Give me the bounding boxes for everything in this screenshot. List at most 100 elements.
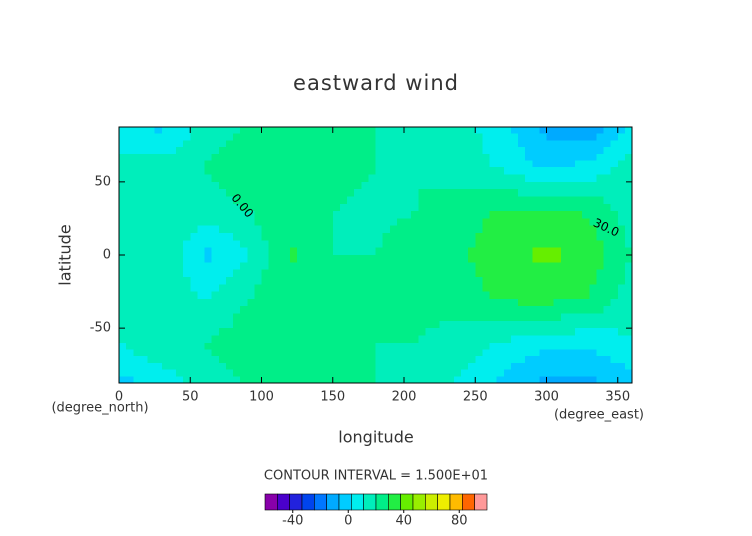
contour-cell bbox=[297, 133, 305, 142]
contour-cell bbox=[247, 247, 255, 256]
contour-cell bbox=[368, 189, 377, 198]
contour-cell bbox=[154, 240, 163, 249]
contour-cell bbox=[161, 255, 170, 263]
contour-cell bbox=[247, 291, 255, 300]
contour-cell bbox=[247, 189, 255, 198]
contour-cell bbox=[218, 376, 227, 384]
contour-cell bbox=[297, 306, 305, 315]
contour-cell bbox=[418, 133, 426, 142]
contour-cell bbox=[133, 174, 141, 183]
contour-cell bbox=[176, 127, 184, 135]
contour-cell bbox=[176, 356, 184, 364]
contour-cell bbox=[382, 133, 391, 142]
contour-cell bbox=[425, 189, 434, 198]
contour-cell bbox=[126, 335, 134, 344]
contour-cell bbox=[240, 147, 248, 155]
contour-cell bbox=[446, 133, 455, 142]
contour-cell bbox=[126, 255, 134, 263]
contour-cell bbox=[261, 160, 270, 168]
contour-cell bbox=[624, 247, 633, 256]
contour-cell bbox=[425, 240, 434, 249]
contour-cell bbox=[468, 255, 476, 263]
contour-cell bbox=[147, 140, 156, 148]
contour-cell bbox=[240, 313, 248, 322]
contour-cell bbox=[396, 262, 405, 271]
contour-cell bbox=[247, 203, 255, 212]
contour-cell bbox=[275, 147, 284, 155]
contour-cell bbox=[247, 160, 255, 168]
contour-cell bbox=[247, 211, 255, 220]
contour-cell bbox=[418, 247, 426, 256]
contour-cell bbox=[510, 174, 519, 183]
contour-cell bbox=[368, 160, 377, 168]
contour-cell bbox=[539, 276, 548, 285]
contour-cell bbox=[183, 174, 191, 183]
contour-cell bbox=[254, 349, 263, 357]
contour-cell bbox=[233, 211, 241, 220]
contour-cell bbox=[361, 240, 369, 249]
contour-cell bbox=[361, 320, 369, 329]
contour-cell bbox=[439, 203, 448, 212]
contour-cell bbox=[254, 284, 263, 293]
contour-cell bbox=[119, 153, 127, 162]
contour-cell bbox=[247, 320, 255, 329]
contour-cell bbox=[233, 255, 241, 263]
contour-cell bbox=[154, 225, 163, 234]
contour-cell bbox=[318, 189, 327, 198]
contour-cell bbox=[582, 284, 590, 293]
contour-cell bbox=[461, 203, 469, 212]
x-tick-label: 150 bbox=[320, 390, 345, 405]
contour-cell bbox=[233, 284, 241, 293]
contour-cell bbox=[382, 240, 391, 249]
contour-cell bbox=[525, 153, 533, 162]
contour-cell bbox=[211, 225, 220, 234]
contour-cell bbox=[140, 133, 149, 142]
contour-cell bbox=[240, 233, 248, 241]
contour-cell bbox=[339, 306, 348, 315]
contour-cell bbox=[489, 369, 498, 377]
contour-cell bbox=[282, 320, 291, 329]
contour-cell bbox=[119, 247, 127, 256]
contour-cell bbox=[325, 160, 334, 168]
contour-cell bbox=[218, 167, 227, 176]
contour-cell bbox=[240, 181, 248, 190]
contour-cell bbox=[396, 276, 405, 285]
contour-cell bbox=[183, 376, 191, 384]
contour-cell bbox=[432, 233, 441, 241]
contour-cell bbox=[161, 269, 170, 278]
contour-cell bbox=[154, 196, 163, 205]
contour-cell bbox=[282, 342, 291, 351]
contour-cell bbox=[161, 133, 170, 142]
contour-cell bbox=[211, 127, 220, 135]
contour-cell bbox=[247, 255, 255, 263]
contour-cell bbox=[532, 247, 540, 256]
contour-cell bbox=[596, 147, 605, 155]
contour-cell bbox=[475, 160, 483, 168]
contour-cell bbox=[347, 349, 355, 357]
contour-cell bbox=[190, 342, 198, 351]
contour-cell bbox=[617, 262, 626, 271]
contour-cell bbox=[624, 342, 633, 351]
contour-cell bbox=[567, 211, 576, 220]
contour-cell bbox=[418, 376, 426, 384]
contour-cell bbox=[133, 362, 141, 371]
contour-cell bbox=[432, 189, 441, 198]
contour-cell bbox=[176, 160, 184, 168]
contour-cell bbox=[596, 313, 605, 322]
contour-cell bbox=[589, 196, 597, 205]
contour-cell bbox=[567, 181, 576, 190]
contour-cell bbox=[532, 196, 540, 205]
contour-cell bbox=[439, 140, 448, 148]
contour-cell bbox=[190, 196, 198, 205]
contour-cell bbox=[596, 349, 605, 357]
contour-cell bbox=[347, 233, 355, 241]
contour-cell bbox=[268, 335, 277, 344]
contour-cell bbox=[510, 160, 519, 168]
contour-cell bbox=[204, 127, 213, 135]
contour-cell bbox=[282, 174, 291, 183]
contour-cell bbox=[396, 335, 405, 344]
contour-cell bbox=[161, 262, 170, 271]
contour-cell bbox=[254, 255, 263, 263]
contour-cell bbox=[197, 225, 206, 234]
contour-cell bbox=[318, 284, 327, 293]
